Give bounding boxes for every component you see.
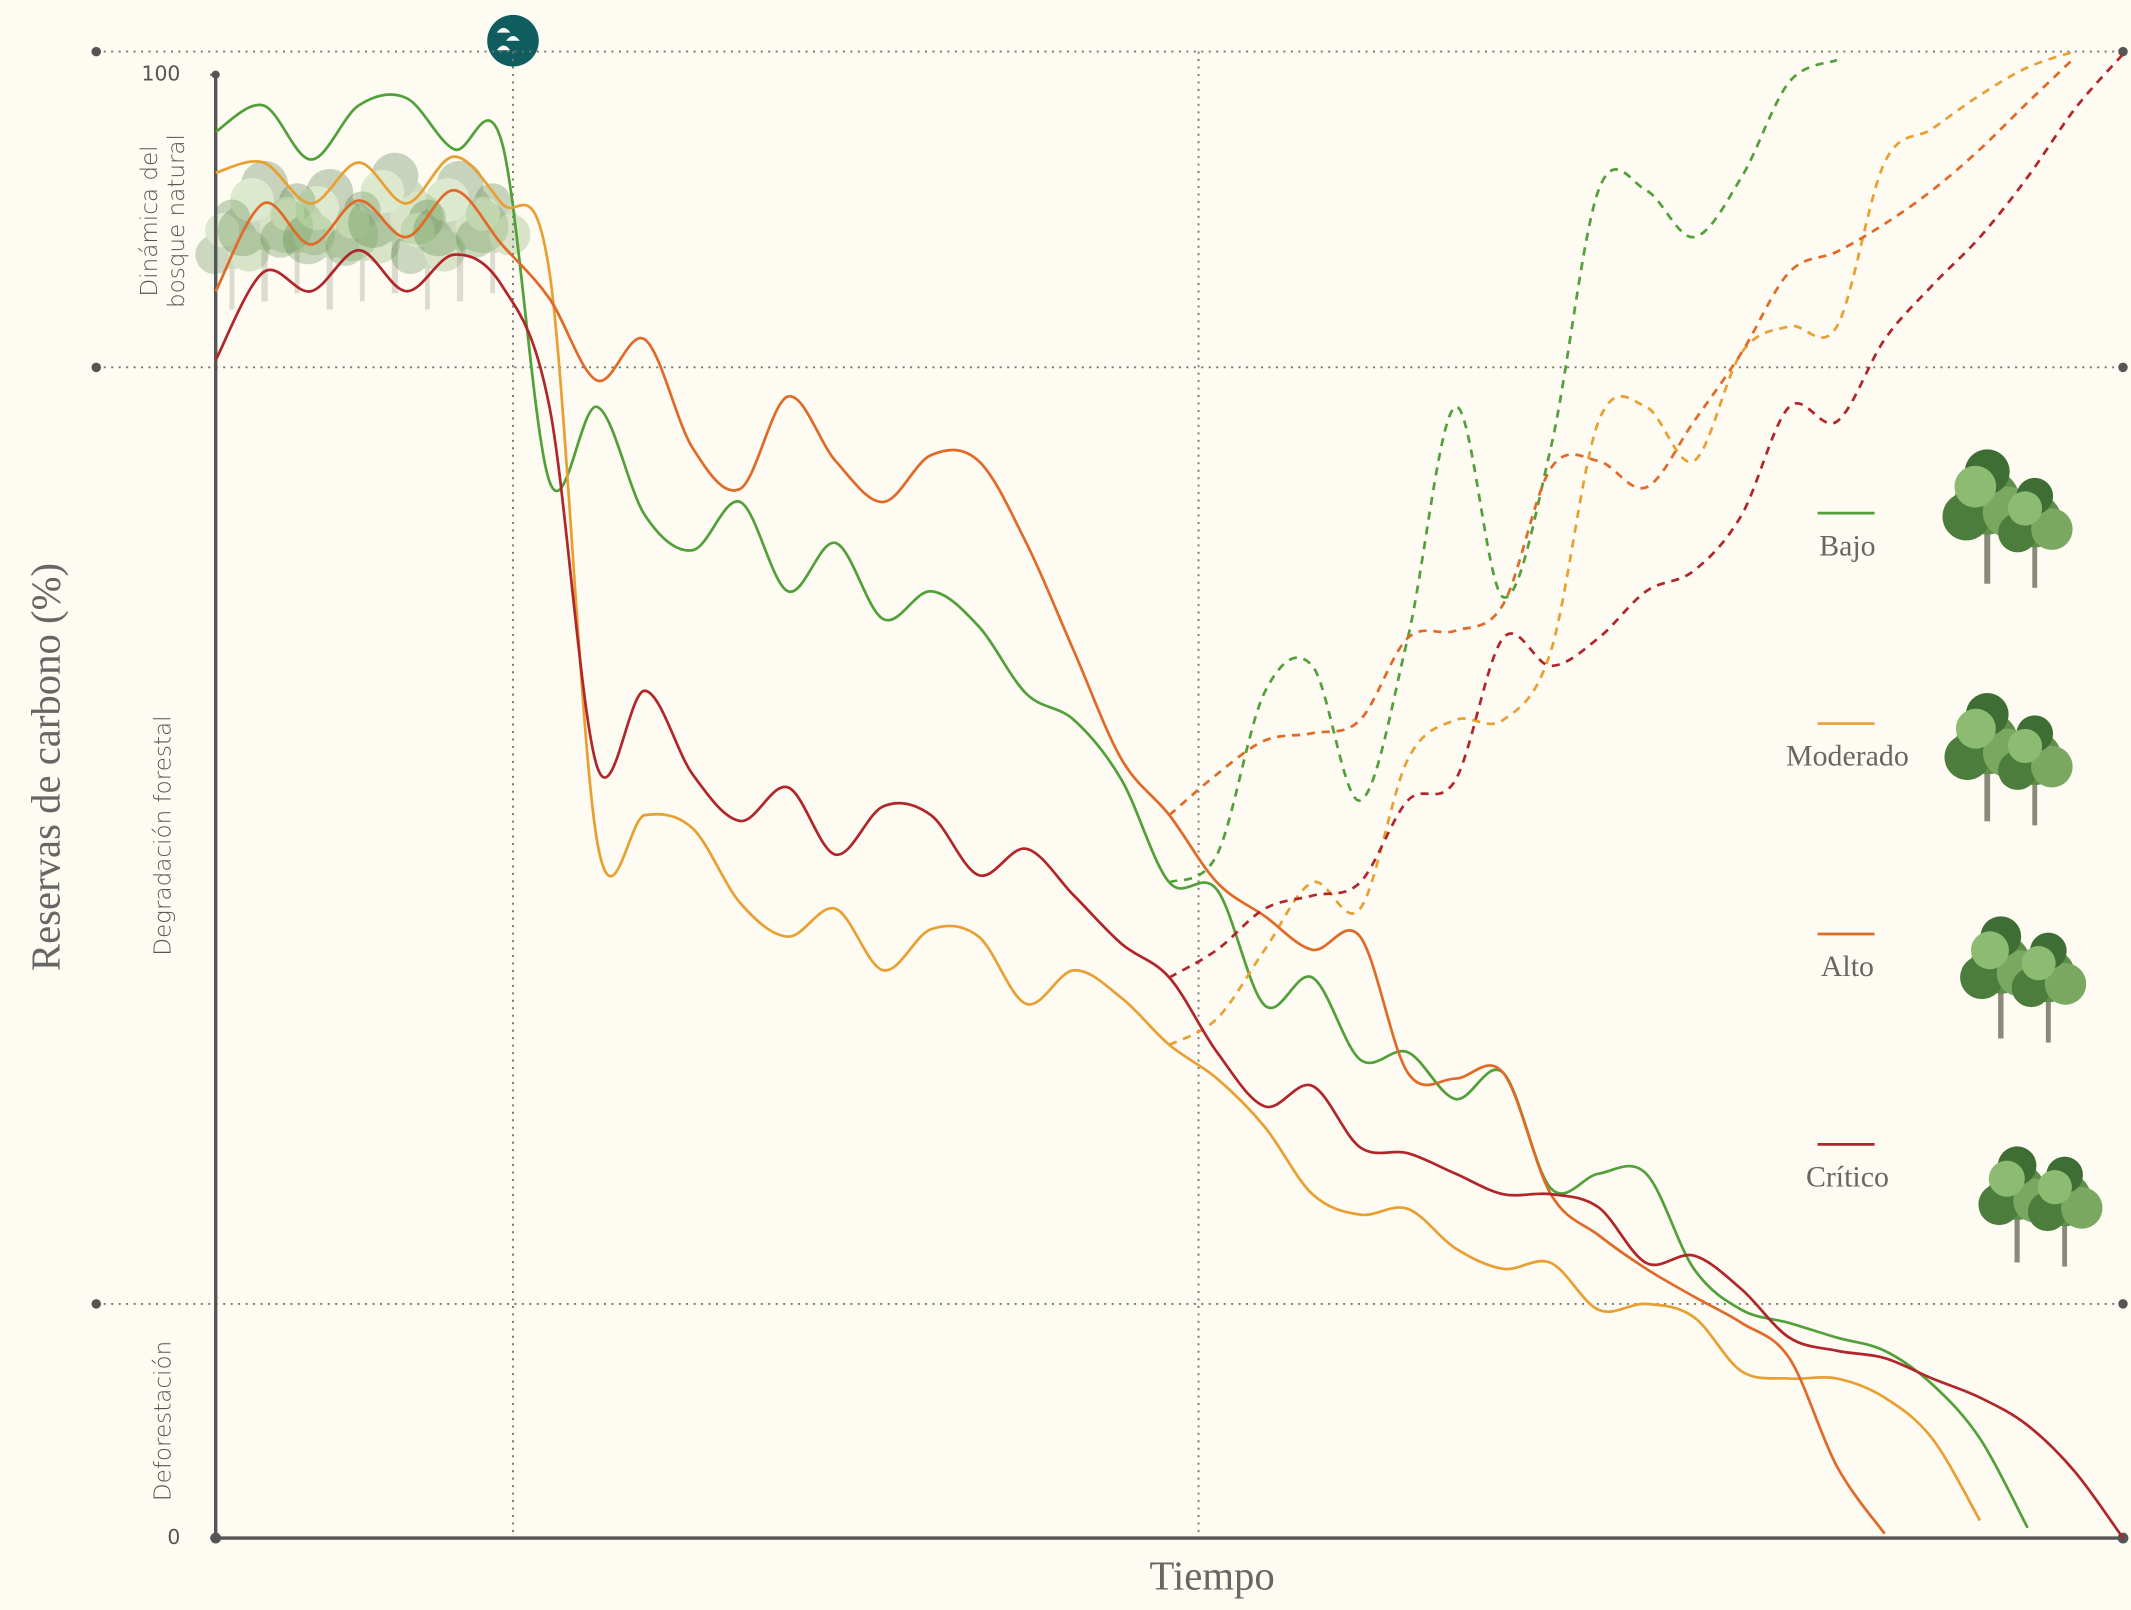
tree-crown	[361, 170, 405, 214]
tree-crown	[1954, 466, 1996, 508]
guide-end	[2118, 1299, 2128, 1309]
guide-end	[91, 47, 101, 57]
zone-label: bosque natural	[164, 134, 190, 308]
guide-end	[91, 363, 101, 373]
y-tick-label: 0	[167, 1525, 180, 1549]
page: {"chart_data": { "type": "line", "y_labe…	[0, 0, 2131, 1610]
tree-crown	[295, 186, 339, 230]
tree-crown	[2008, 729, 2042, 763]
tree-crown	[2038, 1170, 2072, 1204]
tree-crown	[2021, 946, 2055, 980]
zone-label: Deforestación	[151, 1341, 177, 1501]
tree-crown	[1971, 931, 2009, 969]
y-axis-title: Reservas de carbono (%)	[23, 563, 68, 971]
guide-end	[2118, 47, 2128, 57]
x-axis-title: Tiempo	[1150, 1553, 1275, 1598]
legend-label: Moderado	[1786, 740, 1909, 773]
tree-crown	[1956, 709, 1996, 749]
legend-label: Bajo	[1819, 529, 1875, 562]
tree-crown	[2008, 491, 2042, 525]
guide-end	[91, 1299, 101, 1309]
zone-label: Degradación forestal	[151, 715, 177, 955]
guide-end	[2118, 363, 2128, 373]
zone-label: Dinámica del	[137, 145, 163, 296]
event-marker	[487, 15, 539, 67]
tree-crown	[426, 178, 470, 222]
legend-label: Crítico	[1806, 1161, 1889, 1194]
y-tick-label: 100	[142, 62, 181, 86]
chart: Reservas de carbono (%) Tiempo Dinámica …	[0, 0, 2131, 1610]
legend-label: Alto	[1821, 950, 1874, 983]
tree-crown	[1989, 1161, 2025, 1197]
